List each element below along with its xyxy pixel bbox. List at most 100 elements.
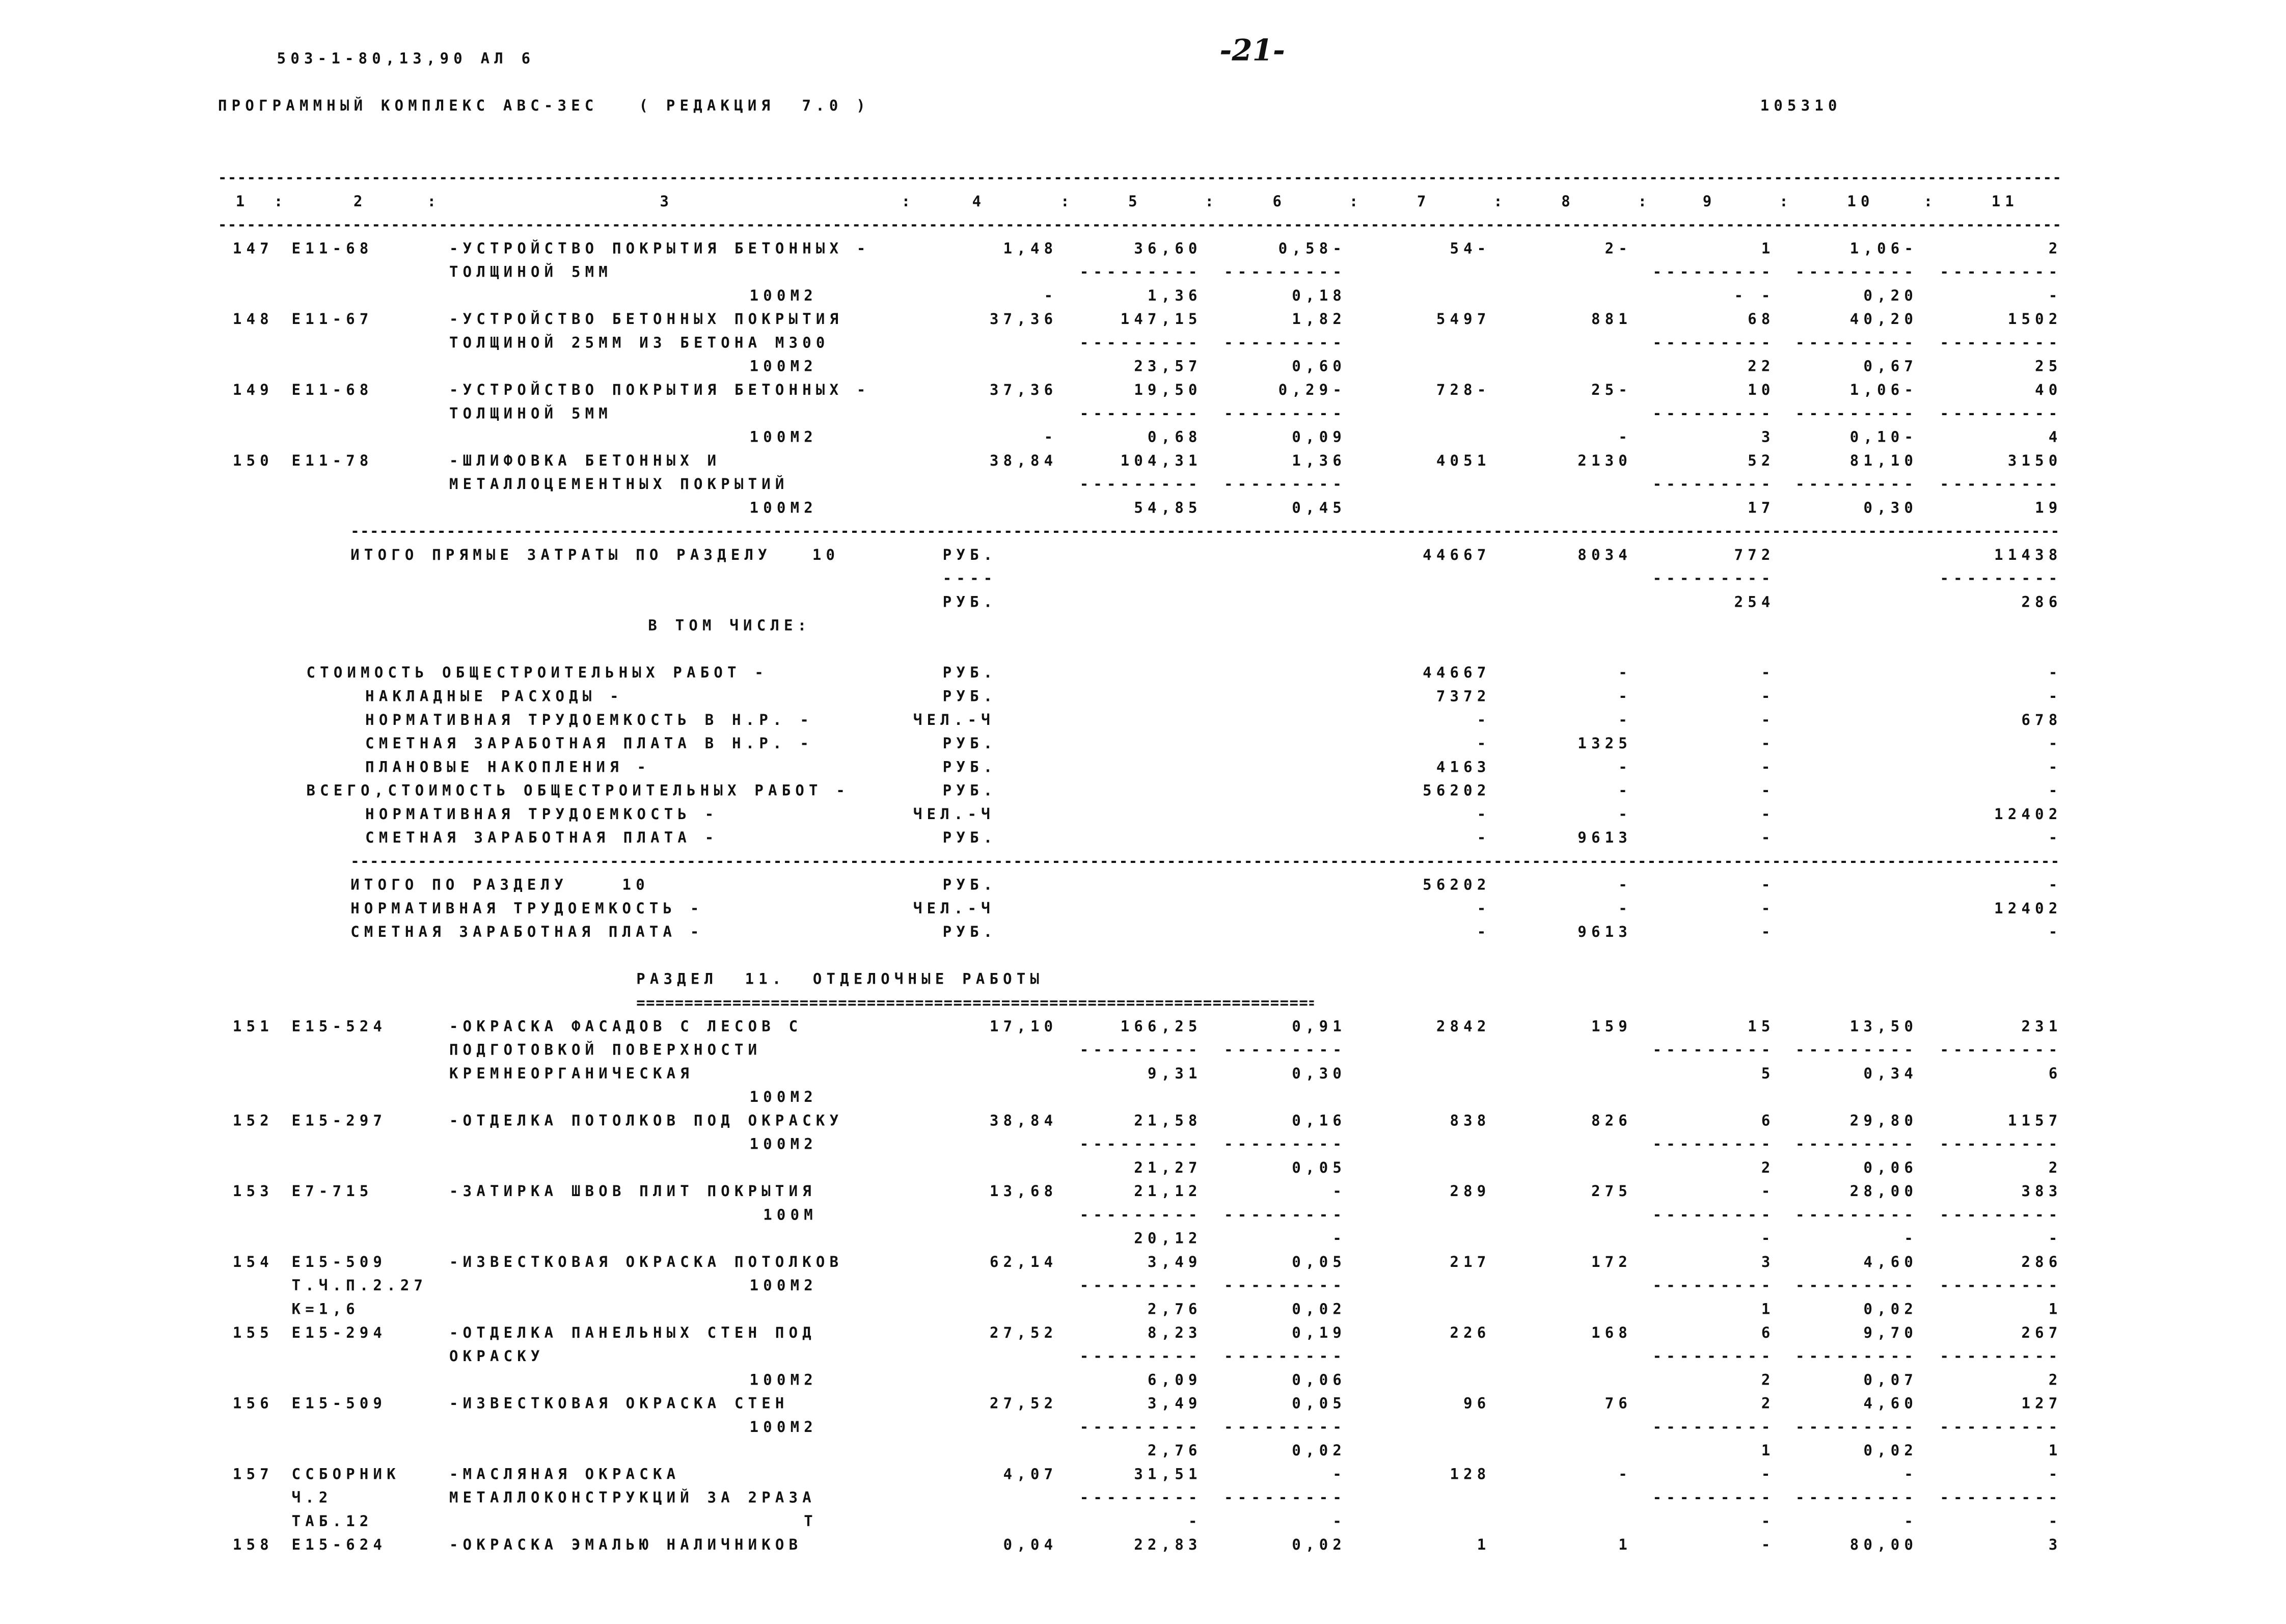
cell-col-6: 0,91: [1292, 1019, 1347, 1036]
cell-col-6: 1,36: [1292, 453, 1347, 470]
cell-col-4: 13,68: [989, 1184, 1058, 1201]
cell-col-10: -: [1904, 1514, 1918, 1531]
cell-col-7: -: [1477, 807, 1491, 824]
cell-col-9: -: [1761, 1231, 1775, 1248]
cell-col-10: 4,60: [1863, 1396, 1918, 1413]
cell-col-7: 56202: [1423, 783, 1491, 800]
cell-col-11: 1502: [2007, 312, 2062, 329]
cell-col-10: ---------: [1795, 336, 1918, 353]
cell-col-11: ---------: [1940, 407, 2062, 423]
cell-col-6: 0,02: [1292, 1538, 1347, 1554]
cell-col-4: 38,84: [989, 453, 1058, 470]
cell-col-9: ---------: [1652, 1491, 1775, 1507]
cell-col-11: ---------: [1940, 1208, 2062, 1225]
cell-col-11: -: [2048, 1514, 2062, 1531]
cell-col-8: 8034: [1577, 548, 1632, 564]
currency-unit: РУБ.: [942, 548, 997, 564]
cell-col-7: 728-: [1436, 383, 1491, 399]
cell-col-8: 826: [1591, 1114, 1632, 1130]
cell-col-5: 3,49: [1148, 1396, 1202, 1413]
column-header-4: 4: [972, 194, 986, 211]
cell-col-8: 9613: [1577, 830, 1632, 847]
column-header-7: 7: [1417, 194, 1431, 211]
measure-unit: 100М2: [749, 359, 818, 376]
cell-col-11: 3150: [2007, 453, 2062, 470]
cell-col-9: ---------: [1652, 477, 1775, 494]
cell-col-11: 12402: [1994, 901, 2062, 918]
cell-col-10: 28,00: [1849, 1184, 1918, 1201]
cell-col-5: 19,50: [1134, 383, 1202, 399]
rate-code: ССБОРНИК: [291, 1467, 400, 1484]
cell-col-8: -: [1618, 689, 1632, 706]
currency-unit: РУБ.: [942, 760, 997, 776]
cell-col-8: -: [1618, 713, 1632, 729]
row-number: 156: [232, 1396, 274, 1413]
currency-unit: ЧЕЛ.-Ч: [913, 901, 995, 918]
summary-label-total: ИТОГО ПРЯМЫЕ ЗАТРАТЫ ПО РАЗДЕЛУ 10: [350, 548, 840, 564]
work-description: -ОКРАСКА ФАСАДОВ С ЛЕСОВ С: [449, 1019, 803, 1036]
cell-col-9: 2: [1761, 1373, 1775, 1389]
cell-col-6: -: [1332, 1184, 1347, 1201]
cell-col-10: 4,60: [1863, 1255, 1918, 1271]
cell-col-7: 217: [1450, 1255, 1491, 1271]
currency-unit: РУБ.: [942, 595, 997, 612]
cell-col-6: 0,60: [1292, 359, 1347, 376]
cell-col-8: 2-: [1604, 241, 1632, 258]
cell-col-4: 4,07: [1003, 1467, 1058, 1484]
rate-code: E15-624: [291, 1538, 387, 1554]
cell-col-11: ---------: [1940, 265, 2062, 282]
cell-col-7: -: [1477, 736, 1491, 753]
summary-label-sub: ПЛАНОВЫЕ НАКОПЛЕНИЯ -: [365, 760, 651, 776]
cell-col-8: 1: [1618, 1538, 1632, 1554]
cell-col-10: 0,30: [1863, 501, 1918, 518]
rate-code: E11-78: [291, 453, 373, 470]
cell-col-6: 0,19: [1292, 1325, 1347, 1342]
cell-col-11: 40: [2035, 383, 2062, 399]
work-description: КРЕМНЕОРГАНИЧЕСКАЯ: [449, 1066, 694, 1083]
cell-col-5: 36,60: [1134, 241, 1202, 258]
column-separator: :: [1205, 194, 1219, 211]
cell-col-10: ---------: [1795, 265, 1918, 282]
cell-col-10: 0,06: [1863, 1160, 1918, 1177]
cell-col-9: 17: [1748, 501, 1775, 518]
cell-col-11: 286: [2021, 1255, 2062, 1271]
document-code: 503-1-80,13,90 АЛ 6: [277, 51, 535, 68]
cell-col-9: -: [1761, 689, 1775, 706]
cell-col-5: ---------: [1079, 1491, 1202, 1507]
cell-col-8: -: [1618, 878, 1632, 895]
work-description: -ОТДЕЛКА ПОТОЛКОВ ПОД ОКРАСКУ: [449, 1114, 843, 1130]
cell-col-9: ---------: [1652, 1279, 1775, 1295]
cell-col-4: 27,52: [989, 1325, 1058, 1342]
rate-code: Ч.2: [291, 1491, 333, 1507]
cell-col-11: ---------: [1940, 1137, 2062, 1154]
cell-col-10: -: [1904, 1231, 1918, 1248]
cell-col-10: 0,34: [1863, 1066, 1918, 1083]
handwritten-page-number: -21-: [1219, 32, 1285, 68]
cell-col-10: 0,02: [1863, 1443, 1918, 1460]
cell-col-9: ---------: [1652, 572, 1775, 588]
work-description: ТОЛЩИНОЙ 25ММ ИЗ БЕТОНА М300: [449, 336, 830, 353]
rate-code: E15-297: [291, 1114, 387, 1130]
cell-col-9: 2: [1761, 1396, 1775, 1413]
cell-col-11: 4: [2048, 430, 2062, 447]
summary-label-total: ИТОГО ПО РАЗДЕЛУ 10: [350, 878, 649, 895]
cell-col-10: ---------: [1795, 1279, 1918, 1295]
cell-col-11: 2: [2048, 1160, 2062, 1177]
summary-label-sub: СМЕТНАЯ ЗАРАБОТНАЯ ПЛАТА В Н.Р. -: [365, 736, 814, 753]
cell-col-11: -: [2048, 666, 2062, 682]
cell-col-5: 2,76: [1148, 1443, 1202, 1460]
cell-col-9: -: [1761, 901, 1775, 918]
cell-col-5: ---------: [1079, 265, 1202, 282]
row-number: 155: [232, 1325, 274, 1342]
cell-col-9: 15: [1748, 1019, 1775, 1036]
section-underline: ========================================…: [636, 995, 1314, 1012]
work-description: -ЗАТИРКА ШВОВ ПЛИТ ПОКРЫТИЯ: [449, 1184, 816, 1201]
cell-col-5: ---------: [1079, 477, 1202, 494]
measure-unit: 100М2: [749, 1420, 818, 1437]
cell-col-6: 0,06: [1292, 1373, 1347, 1389]
cell-col-9: 254: [1734, 595, 1775, 612]
cell-col-9: 772: [1734, 548, 1775, 564]
rate-code: ТАБ.12: [291, 1514, 373, 1531]
column-header-2: 2: [353, 194, 367, 211]
cell-col-8: 9613: [1577, 925, 1632, 941]
